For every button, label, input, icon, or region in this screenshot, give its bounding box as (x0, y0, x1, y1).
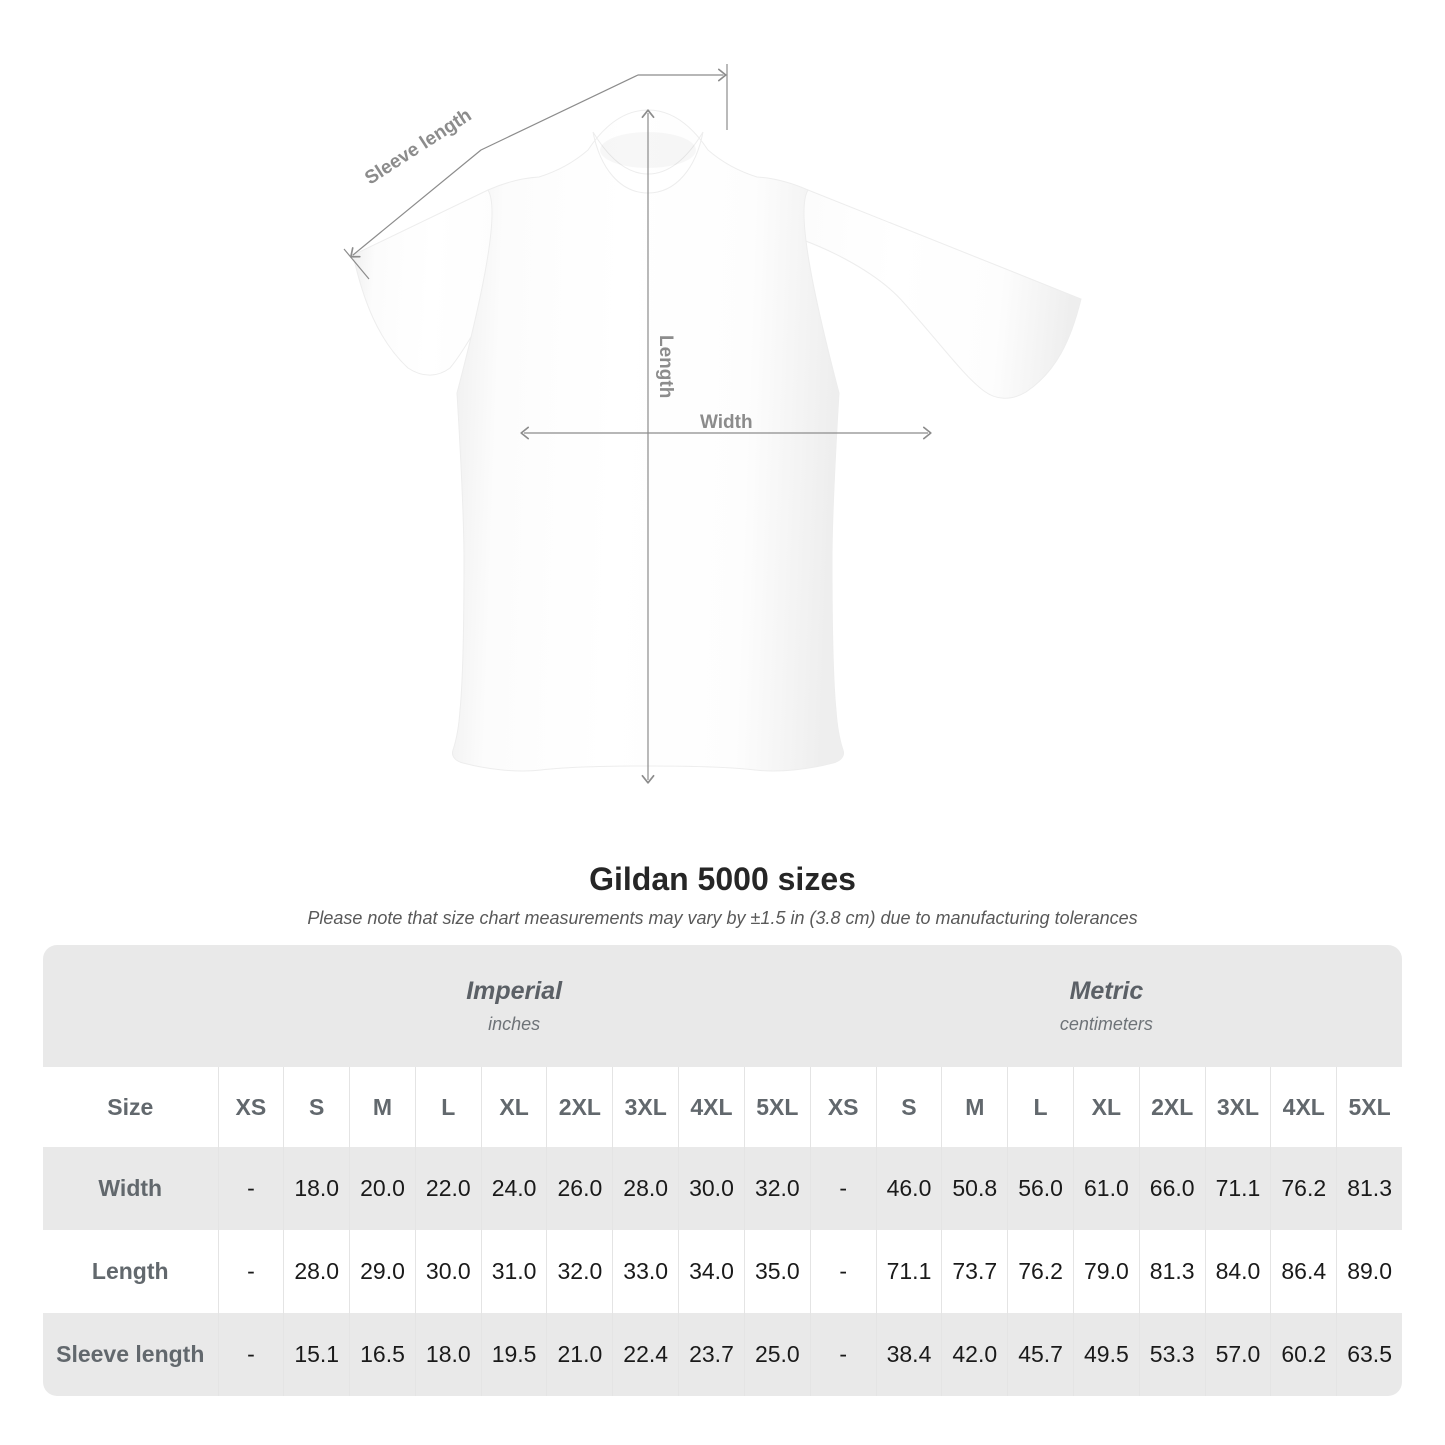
svg-text:Sleeve length: Sleeve length (361, 105, 475, 189)
svg-text:Length: Length (655, 335, 676, 398)
svg-text:Width: Width (700, 412, 753, 433)
